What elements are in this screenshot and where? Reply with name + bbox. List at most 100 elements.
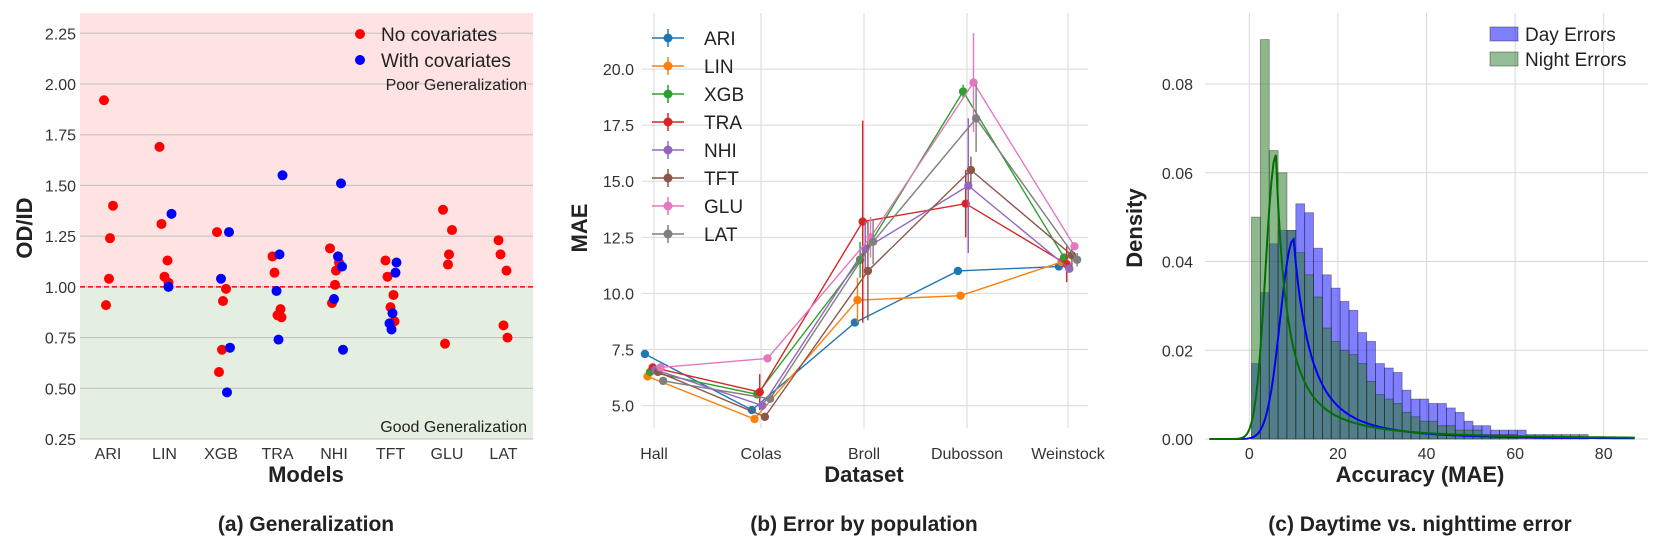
point-no-covariates-tft <box>380 255 391 266</box>
x-tick-label: 20 <box>1329 446 1347 463</box>
point-nhi-colas <box>758 401 767 410</box>
point-no-covariates-lat <box>498 320 509 331</box>
point-lat-dubosson <box>971 114 981 123</box>
daytime-vs-nighttime-panel: 0.00 0.02 0.04 0.06 0.08 0 20 40 60 80 Day Error… <box>1122 13 1648 536</box>
y-tick-labels: 0.00 0.02 0.04 0.06 0.08 <box>1162 77 1193 449</box>
y-axis-label: MAE <box>567 204 592 253</box>
point-with-covariates-tra <box>274 249 285 260</box>
legend-label-ari: ARI <box>704 29 736 50</box>
y-tick-label: 5.0 <box>612 399 634 416</box>
x-tick-label: 80 <box>1595 446 1613 463</box>
point-no-covariates-lat <box>493 235 504 246</box>
point-no-covariates-glu <box>440 338 450 349</box>
point-lin-broll <box>853 295 862 305</box>
point-no-covariates-xgb <box>212 227 222 238</box>
legend-label-night-errors: Night Errors <box>1525 50 1626 71</box>
legend-label-tra: TRA <box>704 113 742 134</box>
x-tick-label-xgb: XGB <box>204 446 238 463</box>
point-no-covariates-nhi <box>330 279 340 290</box>
point-no-covariates-lat <box>501 265 512 276</box>
poor-generalization-region <box>80 13 533 287</box>
x-tick-labels: 0 20 40 60 80 <box>1245 446 1613 463</box>
point-no-covariates-glu <box>447 225 457 236</box>
bar-night-errors <box>1437 425 1447 440</box>
y-tick-label: 7.5 <box>612 342 634 359</box>
y-tick-label: 0.25 <box>45 432 76 449</box>
y-tick-label: 0.75 <box>45 331 76 348</box>
bar-night-errors <box>1330 340 1341 440</box>
x-tick-labels: Hall Colas Broll Dubosson Weinstock <box>640 446 1106 463</box>
bar-night-errors <box>1446 425 1456 440</box>
point-no-covariates-glu <box>443 259 453 270</box>
x-tick-label: 60 <box>1506 446 1524 463</box>
x-tick-label: 0 <box>1245 446 1254 463</box>
point-with-covariates-xgb <box>222 387 232 398</box>
point-with-covariates-nhi <box>338 344 348 355</box>
point-ari-dubosson <box>953 266 963 276</box>
y-tick-label: 12.5 <box>603 230 634 247</box>
point-with-covariates-xgb <box>216 273 226 284</box>
bar-night-errors <box>1366 380 1376 440</box>
y-axis-label: Density <box>1122 188 1147 268</box>
legend-label-no-covariates: No covariates <box>381 25 497 46</box>
point-no-covariates-tra <box>269 267 280 278</box>
legend-marker-with-covariates <box>355 55 365 65</box>
point-no-covariates-xgb <box>221 283 231 294</box>
point-xgb-dubosson <box>958 87 968 96</box>
x-tick-label-tft: TFT <box>376 446 406 463</box>
x-tick-label-glu: GLU <box>431 446 464 463</box>
point-tft-broll <box>863 266 873 276</box>
y-tick-label: 15.0 <box>603 174 634 191</box>
point-no-covariates-glu <box>444 249 454 260</box>
bar-night-errors <box>1357 363 1368 440</box>
bar-night-errors <box>1295 252 1306 440</box>
y-tick-label: 0.02 <box>1162 343 1193 360</box>
x-tick-label-weinstock: Weinstock <box>1031 446 1106 463</box>
point-lin-colas <box>750 414 759 424</box>
good-generalization-label: Good Generalization <box>380 419 527 436</box>
night-kde-curve <box>1209 154 1635 440</box>
point-with-covariates-tft <box>391 257 402 268</box>
y-axis-label: OD/ID <box>12 197 37 258</box>
point-lat-hall <box>658 376 668 386</box>
point-with-covariates-tra <box>273 334 284 345</box>
point-no-covariates-xgb <box>217 344 227 355</box>
point-nhi-weinstock <box>1065 264 1074 273</box>
line-series <box>640 33 1082 424</box>
x-tick-label-tra: TRA <box>262 446 294 463</box>
y-tick-label: 1.50 <box>45 178 76 195</box>
x-axis-label: Dataset <box>824 462 904 487</box>
bar-night-errors <box>1410 416 1421 440</box>
point-with-covariates-nhi <box>336 178 346 189</box>
legend-marker-lin <box>663 61 673 71</box>
point-no-covariates-glu <box>438 204 448 215</box>
point-lat-broll <box>868 237 878 247</box>
legend-marker-tft <box>663 173 673 183</box>
y-tick-label: 20.0 <box>603 62 634 79</box>
point-no-covariates-ari <box>101 300 111 311</box>
x-axis-label: Accuracy (MAE) <box>1336 462 1505 487</box>
legend-marker-ari <box>663 33 673 43</box>
panel-caption: (a) Generalization <box>218 513 394 536</box>
point-no-covariates-lat <box>502 332 513 343</box>
error-by-population-panel: 5.0 7.5 10.0 12.5 15.0 17.5 20.0 Hall Colas Brol… <box>567 13 1106 536</box>
point-no-covariates-lin <box>156 218 167 229</box>
y-tick-label: 0.04 <box>1162 255 1193 272</box>
good-generalization-region <box>80 286 533 439</box>
point-with-covariates-tft <box>390 267 401 278</box>
point-tra-colas <box>755 387 764 397</box>
point-no-covariates-tft <box>382 271 393 282</box>
legend-label-nhi: NHI <box>704 141 737 162</box>
bar-night-errors <box>1428 420 1438 440</box>
point-no-covariates-ari <box>108 200 118 211</box>
y-tick-label: 0.00 <box>1162 432 1193 449</box>
legend-label-with-covariates: With covariates <box>381 51 511 72</box>
y-tick-label: 1.00 <box>45 280 76 297</box>
point-tft-colas <box>760 412 770 421</box>
legend-label-xgb: XGB <box>704 85 744 106</box>
poor-generalization-label: Poor Generalization <box>386 77 527 94</box>
point-no-covariates-xgb <box>218 296 228 307</box>
bar-night-errors <box>1384 398 1394 440</box>
legend-swatch-night-errors <box>1489 51 1519 67</box>
